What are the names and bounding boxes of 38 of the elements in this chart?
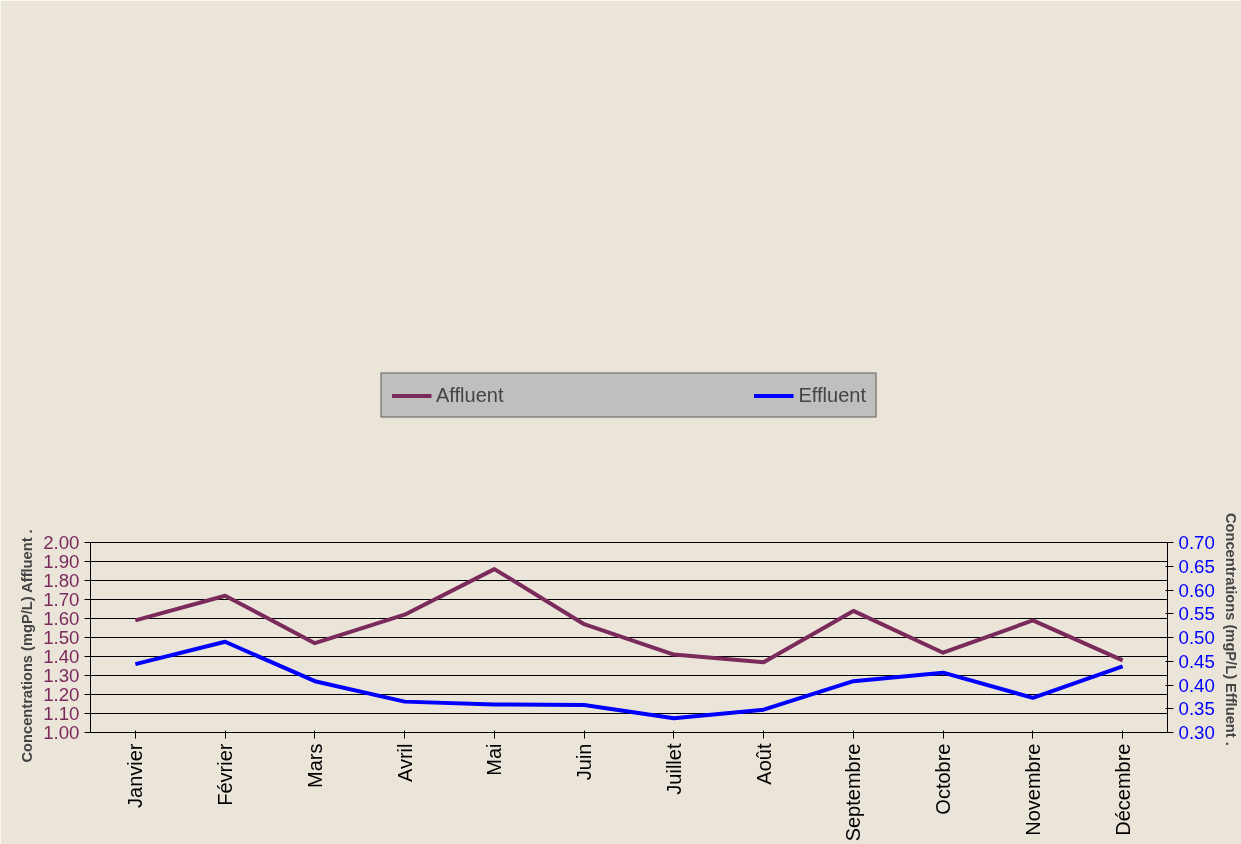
- x-tick-label: Février: [214, 743, 237, 806]
- x-tick-label: Septembre: [842, 743, 865, 842]
- y-tick-label: 1.10: [43, 703, 80, 724]
- y2-tick-label: 0.50: [1178, 627, 1215, 648]
- y-tick-label: 2.00: [43, 532, 80, 553]
- x-tick-label: Juillet: [662, 743, 685, 795]
- line-series: [133, 639, 1125, 721]
- x-tick-label: Janvier: [124, 743, 147, 808]
- line-series: [133, 567, 1125, 665]
- x-tick-label: Mai: [483, 743, 506, 776]
- y-tick-label: 1.60: [43, 608, 80, 629]
- x-tick-label: Juin: [573, 743, 596, 781]
- y-tick-label: 1.70: [43, 589, 80, 610]
- y-tick-label: 1.40: [43, 646, 80, 667]
- x-tick-label: Décembre: [1111, 743, 1134, 836]
- y2-tick-label: 0.65: [1178, 555, 1215, 577]
- y-tick-label: 1.50: [43, 627, 80, 648]
- y-axis-title: Concentrations (mgP/L) Affluent .: [19, 529, 36, 763]
- x-tick-label: Novembre: [1021, 743, 1044, 836]
- y2-tick-label: 0.45: [1178, 650, 1215, 672]
- x-tick-label: Octobre: [932, 743, 955, 815]
- y-tick-label: 1.00: [43, 722, 80, 743]
- y2-tick-label: 0.55: [1178, 603, 1215, 625]
- y-tick-label: 1.30: [43, 665, 80, 686]
- y2-axis-title: Concentrations (mgP/L) Effluent .: [1222, 512, 1239, 746]
- y2-tick-label: 0.60: [1178, 579, 1215, 601]
- y2-tick-label: 0.40: [1178, 674, 1215, 696]
- legend-label: Effluent: [798, 383, 866, 407]
- legend-label: Affluent: [436, 383, 504, 407]
- y2-tick-label: 0.35: [1178, 698, 1215, 720]
- y-tick-label: 1.90: [43, 551, 80, 572]
- y2-tick-label: 0.30: [1178, 722, 1215, 743]
- x-tick-label: Août: [752, 743, 775, 785]
- y-tick-label: 1.80: [43, 570, 80, 591]
- y-tick-label: 1.20: [43, 684, 80, 705]
- x-tick-label: Mars: [303, 743, 326, 788]
- y2-tick-label: 0.70: [1178, 532, 1215, 553]
- x-tick-label: Avril: [393, 743, 416, 783]
